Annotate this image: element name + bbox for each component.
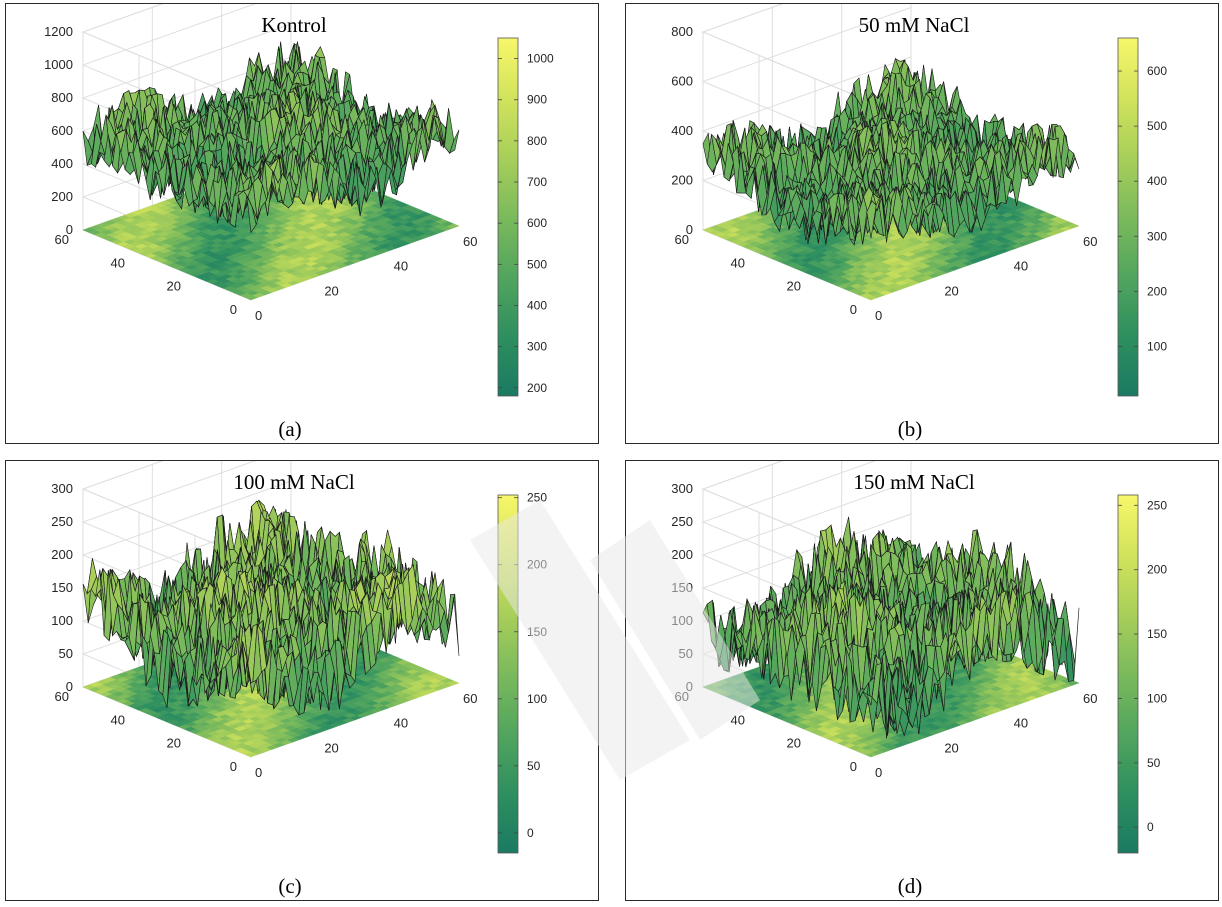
colorbar-tick-label: 1000 — [527, 52, 554, 66]
y-tick-label: 0 — [230, 302, 237, 317]
colorbar-tick-label: 500 — [527, 257, 547, 271]
surface-chart-a: 0200400600800100012000204060020406020030… — [44, 4, 554, 441]
z-tick-label: 1000 — [44, 57, 73, 72]
x-tick-label: 40 — [394, 259, 408, 274]
chart-title: Kontrol — [261, 13, 326, 37]
y-tick-label: 40 — [111, 255, 125, 270]
panel-kontrol: 0 200 400 600 800 1000 1200 0 20 40 60 0 20 40 60 200 30… — [5, 3, 599, 444]
surface-mesh — [702, 57, 1080, 246]
box-top-edge — [701, 4, 872, 103]
colorbar-tick-label: 300 — [527, 340, 547, 354]
surface-chart-b: 0200400600800020406002040601002003004005… — [671, 4, 1167, 441]
y-tick-label: 20 — [167, 279, 181, 294]
colorbar-tick-label: 400 — [527, 298, 547, 312]
colorbar: 200 300 400 500 600 700 800 900 1000 — [497, 37, 554, 397]
z-tick-label: 800 — [51, 90, 73, 105]
box-top-edge — [81, 4, 252, 103]
colorbar-tick-label: 700 — [527, 175, 547, 189]
z-tick-label: 200 — [51, 189, 73, 204]
panel-label: (a) — [278, 417, 301, 441]
x-tick-label: 60 — [463, 234, 477, 249]
surface-mesh — [82, 41, 460, 234]
z-tick-label: 400 — [51, 156, 73, 171]
x-tick-label: 20 — [324, 283, 338, 298]
z-tick-label: 600 — [51, 123, 73, 138]
x-tick-label: 0 — [255, 308, 262, 323]
z-tick-label: 0 — [66, 222, 73, 237]
colorbar-gradient — [497, 37, 519, 397]
panel-50mm: 0 200 400 600 800 0 20 40 60 0 20 40 60 100 200 300 400 5… — [625, 3, 1219, 444]
colorbar-tick-label: 200 — [527, 381, 547, 395]
colorbar-tick-label: 800 — [527, 134, 547, 148]
colorbar-tick-label: 600 — [527, 216, 547, 230]
y-tick-label: 60 — [55, 232, 69, 247]
surface-cell — [246, 195, 257, 234]
z-tick-label: 1200 — [44, 24, 73, 39]
colorbar-tick-label: 900 — [527, 93, 547, 107]
